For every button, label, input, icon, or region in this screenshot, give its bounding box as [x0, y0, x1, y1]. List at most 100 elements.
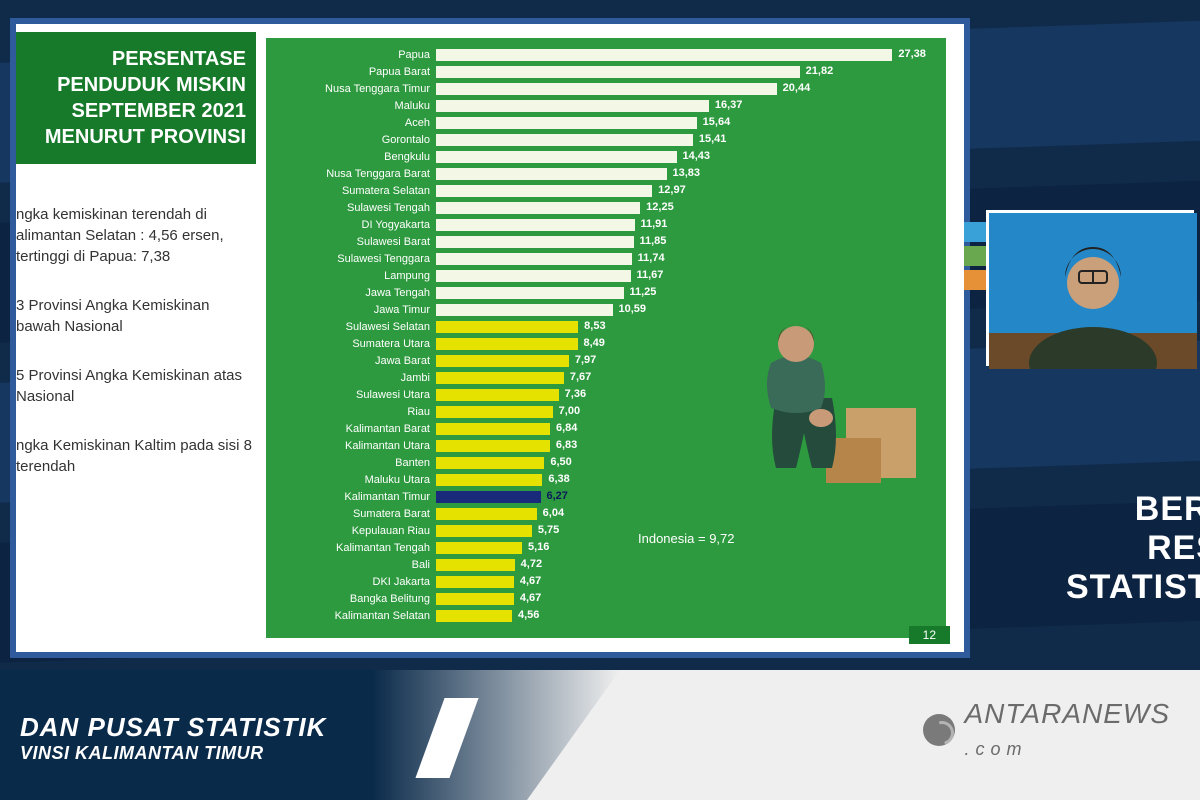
province-value: 8,53	[584, 320, 605, 332]
province-bar	[436, 525, 532, 537]
province-label: Lampung	[266, 270, 436, 282]
slide-bullets: ngka kemiskinan terendah di alimantan Se…	[10, 204, 256, 477]
province-bar	[436, 338, 578, 350]
province-value: 4,56	[518, 609, 539, 621]
province-bar	[436, 321, 578, 333]
province-label: Bali	[266, 559, 436, 571]
watermark-text: ANTARANEWS .com	[965, 698, 1171, 762]
province-bar	[436, 66, 800, 78]
province-bar	[436, 185, 652, 197]
province-bar	[436, 491, 541, 503]
province-value: 10,59	[619, 303, 647, 315]
indonesia-reference-label: Indonesia = 9,72	[638, 531, 735, 546]
bullet-item: ngka Kemiskinan Kaltim pada sisi 8 teren…	[16, 435, 256, 477]
speaker-tab	[964, 222, 986, 242]
province-label: Papua Barat	[266, 66, 436, 78]
bullet-item: 3 Provinsi Angka Kemiskinan bawah Nasion…	[16, 295, 256, 337]
chart-row: Maluku 16,37	[266, 97, 938, 114]
province-bar	[436, 355, 569, 367]
province-label: Sulawesi Selatan	[266, 321, 436, 333]
province-value: 7,67	[570, 371, 591, 383]
province-label: Bengkulu	[266, 151, 436, 163]
province-label: Sumatera Selatan	[266, 185, 436, 197]
province-label: Sumatera Barat	[266, 508, 436, 520]
poverty-illustration	[736, 308, 926, 488]
province-label: Sulawesi Utara	[266, 389, 436, 401]
province-value: 4,67	[520, 575, 541, 587]
chart-row: DI Yogyakarta 11,91	[266, 216, 938, 233]
province-bar	[436, 576, 514, 588]
province-bar	[436, 100, 709, 112]
chart-row: Bengkulu 14,43	[266, 148, 938, 165]
province-label: Jawa Barat	[266, 355, 436, 367]
presentation-slide: PERSENTASEPENDUDUK MISKINSEPTEMBER 2021M…	[10, 18, 970, 658]
province-value: 11,74	[638, 252, 665, 264]
province-label: Banten	[266, 457, 436, 469]
province-bar	[436, 542, 522, 554]
footer-line1: DAN PUSAT STATISTIK	[20, 712, 326, 743]
province-bar	[436, 236, 634, 248]
chart-row: Kalimantan Selatan 4,56	[266, 607, 938, 624]
chart-row: Papua Barat 21,82	[266, 63, 938, 80]
province-value: 6,04	[543, 507, 564, 519]
province-value: 11,91	[641, 218, 668, 230]
province-bar	[436, 219, 635, 231]
chart-row: Nusa Tenggara Barat 13,83	[266, 165, 938, 182]
province-label: Maluku Utara	[266, 474, 436, 486]
province-value: 7,36	[565, 388, 586, 400]
chart-row: Gorontalo 15,41	[266, 131, 938, 148]
slide-page-number: 12	[909, 626, 950, 644]
province-value: 6,38	[548, 473, 569, 485]
province-label: Jawa Tengah	[266, 287, 436, 299]
province-label: Jawa Timur	[266, 304, 436, 316]
province-value: 5,75	[538, 524, 559, 536]
province-bar	[436, 457, 544, 469]
province-value: 13,83	[673, 167, 701, 179]
province-label: Kalimantan Timur	[266, 491, 436, 503]
province-bar	[436, 440, 550, 452]
chart-row: Bali 4,72	[266, 556, 938, 573]
province-label: DKI Jakarta	[266, 576, 436, 588]
province-bar	[436, 270, 631, 282]
province-bar	[436, 151, 677, 163]
province-value: 6,84	[556, 422, 577, 434]
chart-row: Sulawesi Tengah 12,25	[266, 199, 938, 216]
poverty-bar-chart: Papua 27,38 Papua Barat 21,82 Nusa Tengg…	[266, 38, 946, 638]
province-value: 15,41	[699, 133, 727, 145]
slide-title: PERSENTASEPENDUDUK MISKINSEPTEMBER 2021M…	[10, 32, 256, 164]
province-value: 6,27	[547, 490, 568, 502]
province-bar	[436, 474, 542, 486]
province-value: 4,67	[520, 592, 541, 604]
province-value: 15,64	[703, 116, 731, 128]
province-value: 6,83	[556, 439, 577, 451]
province-value: 12,97	[658, 184, 686, 196]
chart-row: Kepulauan Riau 5,75	[266, 522, 938, 539]
province-bar	[436, 287, 624, 299]
speaker-accent-tabs	[964, 222, 986, 294]
province-bar	[436, 372, 564, 384]
bullet-item: 5 Provinsi Angka Kemiskinan atas Nasiona…	[16, 365, 256, 407]
province-label: Sulawesi Barat	[266, 236, 436, 248]
province-bar	[436, 168, 667, 180]
province-value: 7,00	[559, 405, 580, 417]
province-label: Kalimantan Selatan	[266, 610, 436, 622]
chart-row: Kalimantan Tengah 5,16	[266, 539, 938, 556]
province-bar	[436, 134, 693, 146]
province-bar	[436, 117, 697, 129]
speaker-tab	[964, 270, 986, 290]
province-value: 5,16	[528, 541, 549, 553]
chart-row: Lampung 11,67	[266, 267, 938, 284]
province-label: Nusa Tenggara Barat	[266, 168, 436, 180]
chart-row: Nusa Tenggara Timur 20,44	[266, 80, 938, 97]
watermark-logo-icon	[923, 714, 955, 746]
province-value: 21,82	[806, 65, 834, 77]
chart-row: Papua 27,38	[266, 46, 938, 63]
province-bar	[436, 559, 515, 571]
province-bar	[436, 202, 640, 214]
province-bar	[436, 423, 550, 435]
province-label: Sumatera Utara	[266, 338, 436, 350]
slide-left-column: PERSENTASEPENDUDUK MISKINSEPTEMBER 2021M…	[10, 24, 256, 652]
province-bar	[436, 253, 632, 265]
speaker-video-panel	[986, 210, 1194, 366]
province-value: 6,50	[550, 456, 571, 468]
